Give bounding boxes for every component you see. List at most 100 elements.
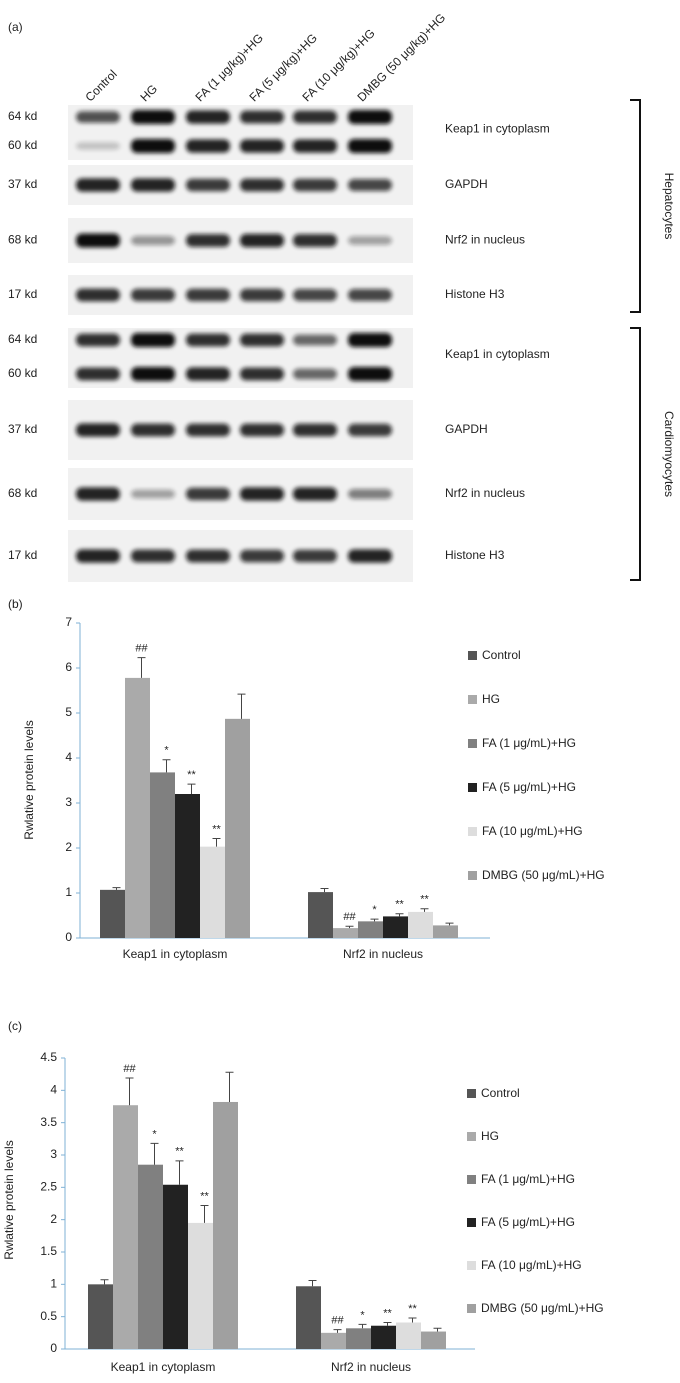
row-label: Keap1 in cytoplasm xyxy=(445,122,550,136)
group-label: Hepatocytes xyxy=(662,173,676,240)
band xyxy=(131,110,175,124)
band xyxy=(240,233,284,248)
band xyxy=(186,110,230,124)
x-tick-label: Nrf2 in nucleus xyxy=(343,947,423,961)
band xyxy=(293,368,337,380)
error-bar xyxy=(395,913,404,917)
marker-label: 64 kd xyxy=(8,332,37,346)
band xyxy=(293,234,337,247)
legend-swatch xyxy=(468,827,477,836)
bar xyxy=(150,772,175,938)
marker-label: 64 kd xyxy=(8,109,37,123)
marker-label: 17 kd xyxy=(8,287,37,301)
y-tick-label: 3 xyxy=(65,795,72,809)
legend-label: FA (10 μg/mL)+HG xyxy=(481,1258,582,1272)
legend-label: HG xyxy=(482,692,500,706)
band xyxy=(240,110,284,124)
marker-label: 37 kd xyxy=(8,177,37,191)
bracket xyxy=(630,99,641,313)
error-bar xyxy=(408,1317,417,1323)
band xyxy=(186,549,230,563)
legend-label: FA (10 μg/mL)+HG xyxy=(482,824,583,838)
marker-label: 60 kd xyxy=(8,138,37,152)
row-label: GAPDH xyxy=(445,422,488,436)
bar xyxy=(225,718,250,938)
row-label: Nrf2 in nucleus xyxy=(445,486,525,500)
error-bar xyxy=(212,838,221,847)
legend-swatch xyxy=(468,695,477,704)
band xyxy=(293,289,337,301)
band xyxy=(240,423,284,437)
band xyxy=(76,333,120,347)
y-tick-label: 2 xyxy=(50,1212,57,1226)
legend-swatch xyxy=(468,739,477,748)
band xyxy=(76,487,120,501)
band xyxy=(131,288,175,302)
significance: ** xyxy=(187,769,196,781)
y-tick-label: 4 xyxy=(65,750,72,764)
band xyxy=(348,236,392,245)
significance: ## xyxy=(343,911,356,923)
band xyxy=(131,489,175,499)
legend-label: FA (5 μg/mL)+HG xyxy=(482,780,576,794)
x-tick-label: Keap1 in cytoplasm xyxy=(123,947,228,961)
error-bar xyxy=(150,1142,159,1165)
error-bar xyxy=(137,657,146,678)
bracket xyxy=(630,327,641,581)
legend-swatch xyxy=(467,1218,476,1227)
legend-swatch xyxy=(468,871,477,880)
error-bar xyxy=(200,1204,209,1223)
bar xyxy=(346,1328,371,1349)
band xyxy=(186,288,230,302)
band xyxy=(293,487,337,501)
marker-label: 68 kd xyxy=(8,486,37,500)
band xyxy=(131,235,175,246)
legend-label: DMBG (50 μg/mL)+HG xyxy=(481,1301,604,1315)
row-label: GAPDH xyxy=(445,177,488,191)
y-tick-label: 4 xyxy=(50,1083,57,1097)
significance: ** xyxy=(420,894,429,906)
band xyxy=(240,288,284,302)
band xyxy=(240,139,284,153)
row-label: Nrf2 in nucleus xyxy=(445,233,525,247)
bar xyxy=(358,921,383,938)
significance: ** xyxy=(175,1146,184,1158)
significance: * xyxy=(164,745,169,757)
group-label: Cardiomyocytes xyxy=(662,411,676,497)
band xyxy=(348,423,392,437)
band xyxy=(348,139,392,153)
panel-label: (b) xyxy=(8,597,23,611)
band xyxy=(76,423,120,437)
band xyxy=(131,367,175,381)
bar xyxy=(213,1101,238,1349)
y-tick-label: 2 xyxy=(65,840,72,854)
band xyxy=(240,549,284,563)
error-bar xyxy=(100,1279,109,1285)
error-bar xyxy=(383,1321,392,1326)
bar xyxy=(371,1325,396,1349)
band xyxy=(131,333,175,347)
error-bar xyxy=(187,783,196,794)
band xyxy=(348,110,392,124)
error-bar xyxy=(333,1329,342,1333)
bar xyxy=(163,1184,188,1349)
legend-swatch xyxy=(468,783,477,792)
marker-label: 17 kd xyxy=(8,548,37,562)
band xyxy=(76,367,120,381)
significance: ** xyxy=(212,823,221,835)
x-tick-label: Nrf2 in nucleus xyxy=(331,1360,411,1374)
y-axis-title: Rwlative protein levels xyxy=(2,1140,16,1259)
y-tick-label: 1 xyxy=(50,1277,57,1291)
legend-swatch xyxy=(467,1261,476,1270)
legend-swatch xyxy=(467,1175,476,1184)
y-tick-label: 3 xyxy=(50,1147,57,1161)
error-bar xyxy=(320,888,329,893)
significance: * xyxy=(152,1128,157,1140)
error-bar xyxy=(358,1323,367,1329)
legend-label: FA (1 μg/mL)+HG xyxy=(481,1172,575,1186)
error-bar xyxy=(162,759,171,773)
row-label: Histone H3 xyxy=(445,287,505,301)
band xyxy=(76,233,120,248)
legend-swatch xyxy=(467,1132,476,1141)
error-bar xyxy=(308,1279,317,1287)
